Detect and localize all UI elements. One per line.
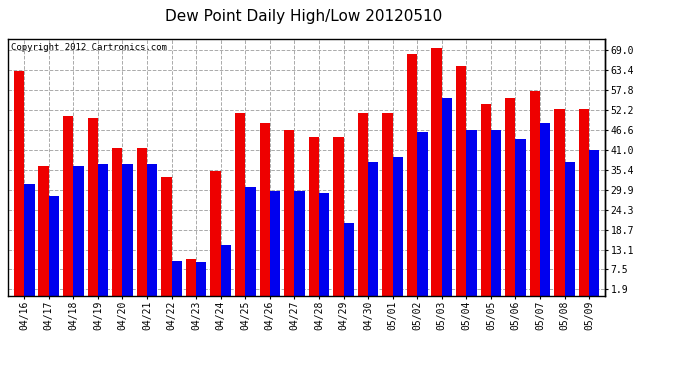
Text: Copyright 2012 Cartronics.com: Copyright 2012 Cartronics.com: [11, 43, 167, 52]
Bar: [530, 91, 540, 296]
Bar: [284, 130, 295, 296]
Bar: [295, 191, 305, 296]
Bar: [246, 188, 255, 296]
Bar: [24, 184, 34, 296]
Bar: [344, 223, 354, 296]
Bar: [235, 112, 246, 296]
Bar: [589, 150, 600, 296]
Bar: [98, 164, 108, 296]
Text: Dew Point Daily High/Low 20120510: Dew Point Daily High/Low 20120510: [165, 9, 442, 24]
Bar: [466, 130, 477, 296]
Bar: [73, 166, 83, 296]
Bar: [210, 171, 221, 296]
Bar: [505, 98, 515, 296]
Bar: [196, 262, 206, 296]
Bar: [161, 177, 172, 296]
Bar: [39, 166, 49, 296]
Bar: [147, 164, 157, 296]
Bar: [368, 162, 378, 296]
Bar: [481, 104, 491, 296]
Bar: [63, 116, 73, 296]
Bar: [259, 123, 270, 296]
Bar: [14, 72, 24, 296]
Bar: [172, 261, 182, 296]
Bar: [319, 193, 329, 296]
Bar: [112, 148, 123, 296]
Bar: [442, 98, 452, 296]
Bar: [358, 112, 368, 296]
Bar: [554, 109, 564, 296]
Bar: [333, 138, 344, 296]
Bar: [431, 48, 442, 296]
Bar: [221, 244, 231, 296]
Bar: [515, 139, 526, 296]
Bar: [137, 148, 147, 296]
Bar: [393, 157, 403, 296]
Bar: [49, 196, 59, 296]
Bar: [564, 162, 575, 296]
Bar: [186, 259, 196, 296]
Bar: [456, 66, 466, 296]
Bar: [88, 118, 98, 296]
Bar: [407, 54, 417, 296]
Bar: [382, 112, 393, 296]
Bar: [123, 164, 132, 296]
Bar: [491, 130, 501, 296]
Bar: [270, 191, 280, 296]
Bar: [308, 138, 319, 296]
Bar: [417, 132, 428, 296]
Bar: [579, 109, 589, 296]
Bar: [540, 123, 551, 296]
